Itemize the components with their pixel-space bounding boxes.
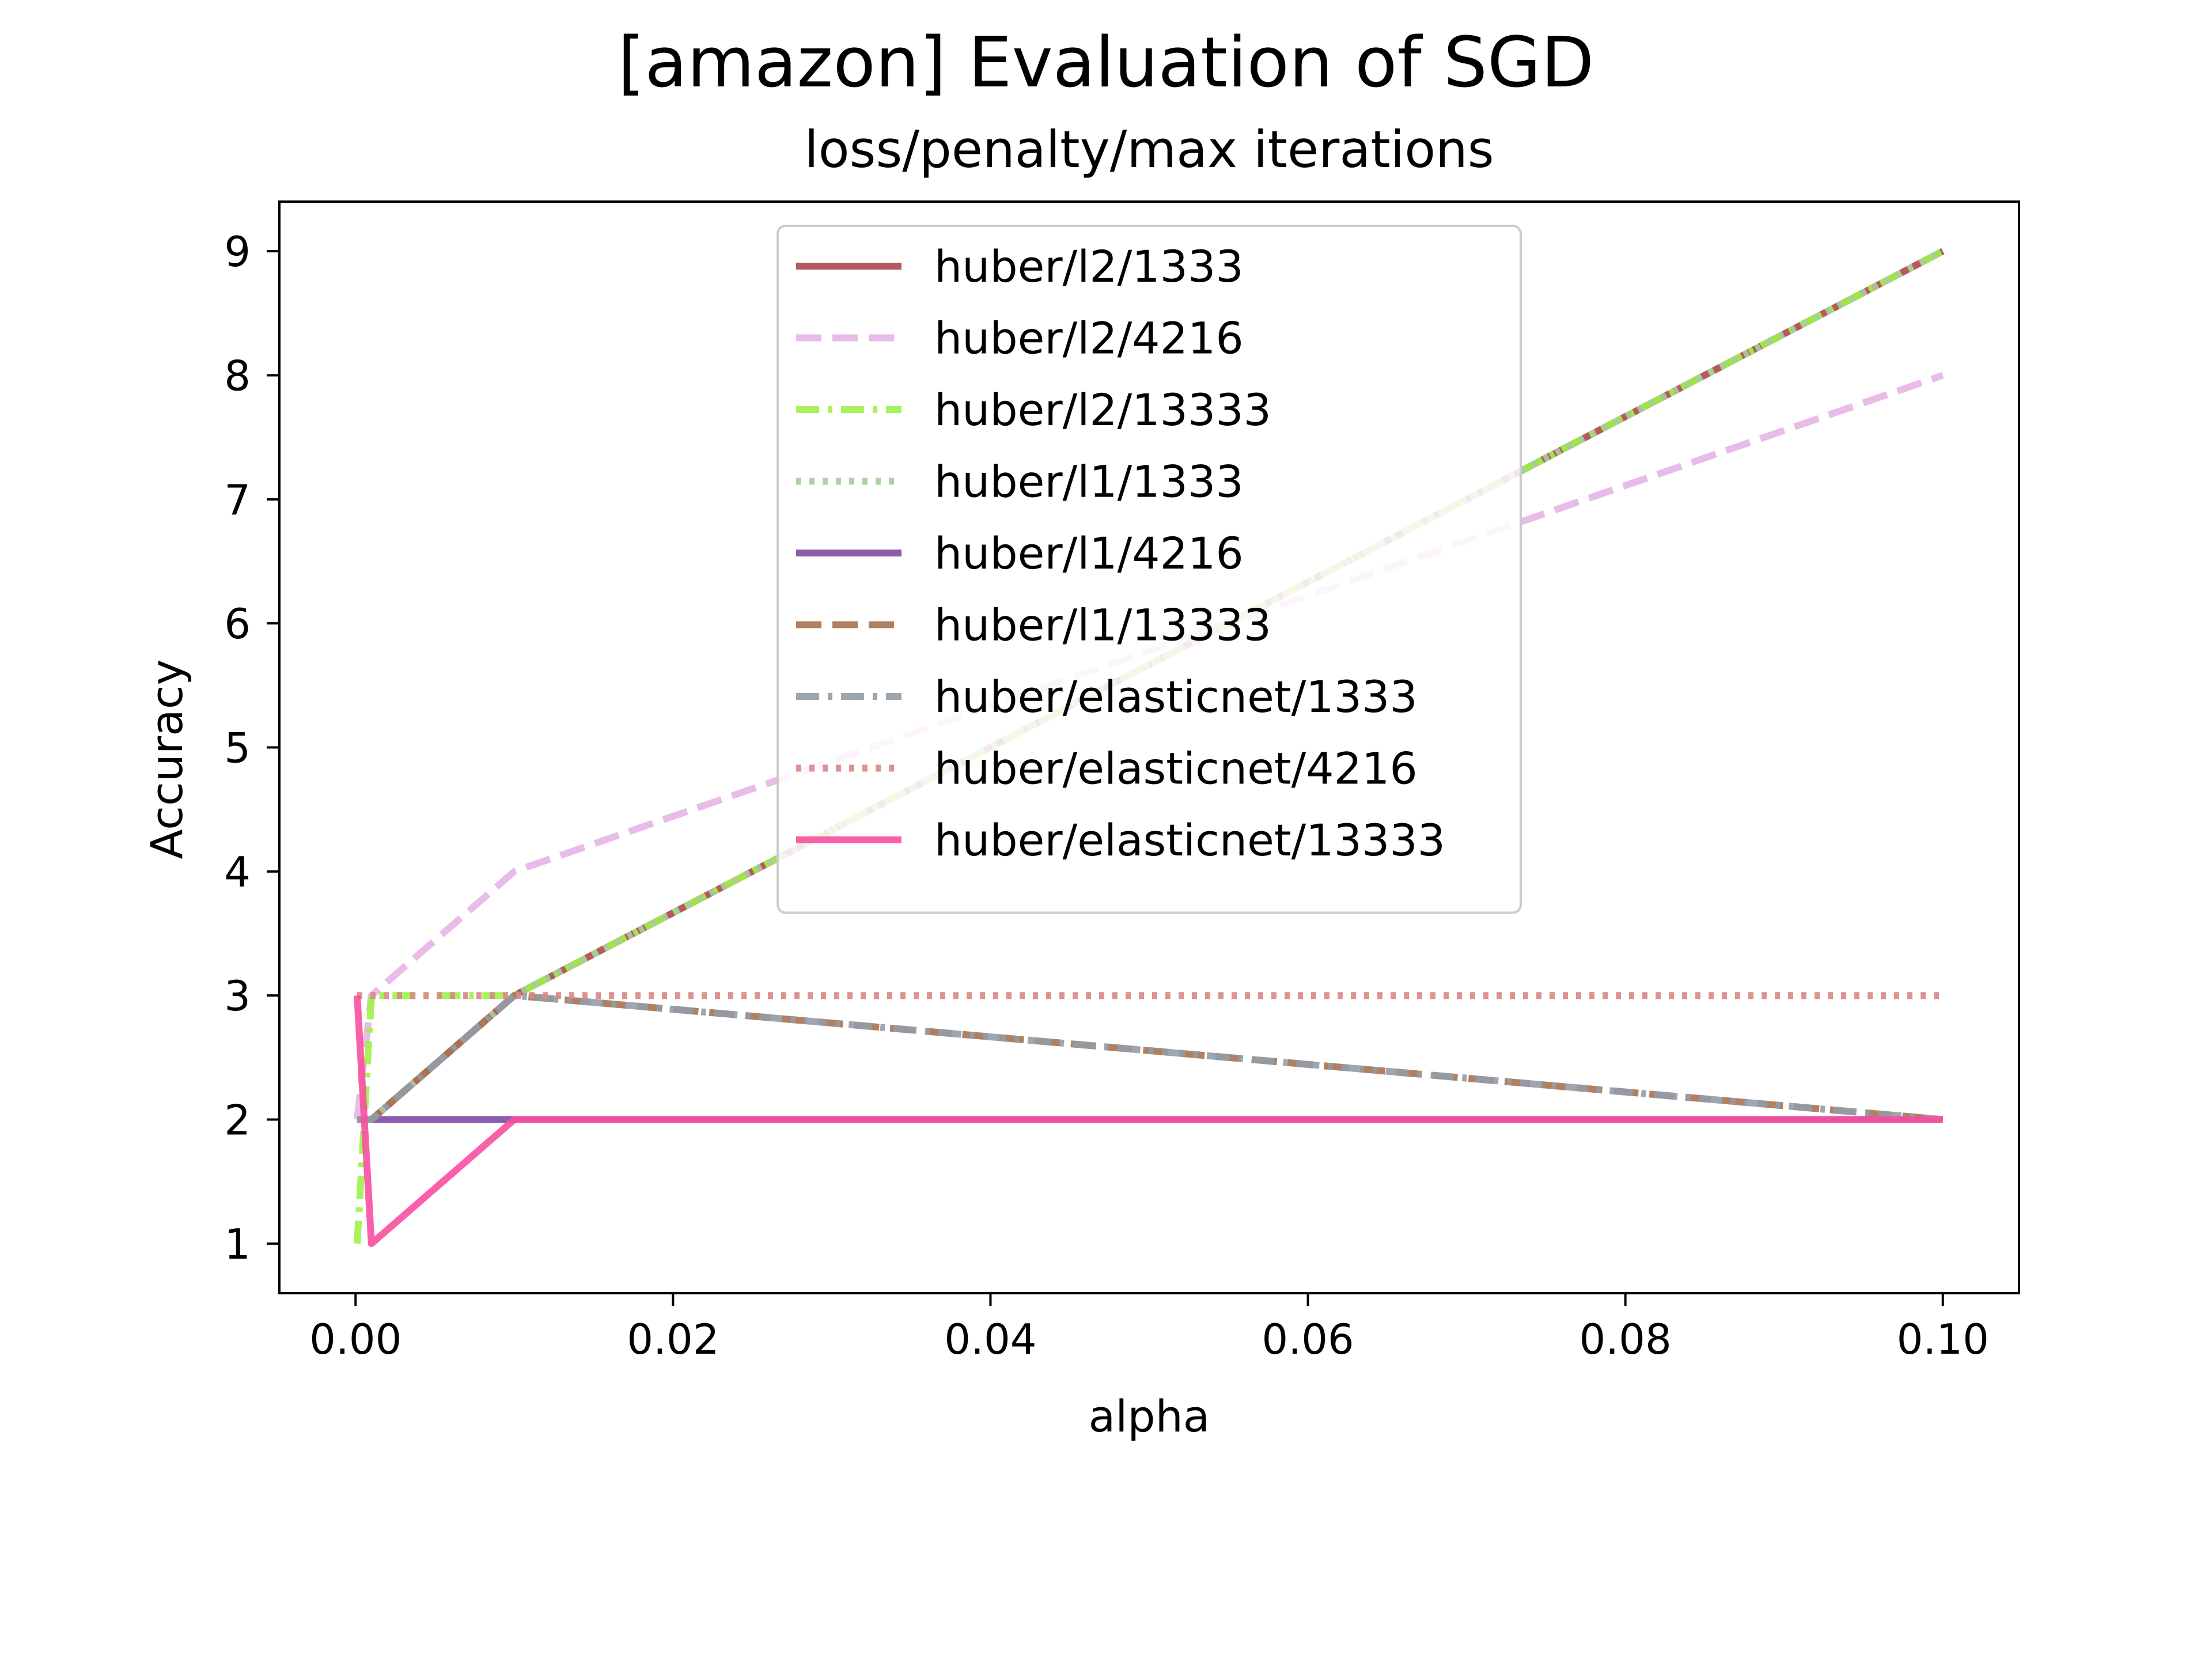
legend-label-5: huber/l1/4216 <box>934 528 1244 579</box>
y-tick-label: 4 <box>224 848 251 896</box>
y-tick-label: 3 <box>224 972 251 1020</box>
x-axis-label: alpha <box>1089 1391 1210 1442</box>
y-tick-label: 9 <box>224 228 251 276</box>
legend-box <box>777 225 1522 914</box>
x-axis: 0.00 0.02 0.04 0.06 0.08 0.10 <box>309 1293 1989 1363</box>
plot-frame <box>278 200 2020 1294</box>
y-tick-label: 2 <box>224 1096 251 1145</box>
y-tick-label: 6 <box>224 600 251 648</box>
legend-label-6: huber/l1/13333 <box>934 600 1271 651</box>
series-line-9 <box>354 995 1943 1247</box>
x-tick-label: 0.10 <box>1897 1315 1989 1363</box>
legend-label-2: huber/l2/4216 <box>934 313 1244 364</box>
legend-label-8: huber/elasticnet/4216 <box>934 743 1418 794</box>
x-tick-label: 0.00 <box>309 1315 402 1363</box>
y-tick-label: 8 <box>224 351 251 400</box>
legend-label-7: huber/elasticnet/1333 <box>934 671 1418 722</box>
x-tick-label: 0.02 <box>627 1315 719 1363</box>
legend-label-1: huber/l2/1333 <box>934 241 1244 292</box>
chart-title: [amazon] Evaluation of SGD <box>618 23 1594 103</box>
x-tick-label: 0.08 <box>1579 1315 1671 1363</box>
legend-label-4: huber/l1/1333 <box>934 456 1244 507</box>
x-tick-label: 0.04 <box>944 1315 1036 1363</box>
y-tick-label: 5 <box>224 724 251 772</box>
y-tick-label: 7 <box>224 476 251 524</box>
legend: huber/l2/1333 huber/l2/4216 huber/l2/13333… <box>777 225 1522 914</box>
legend-label-9: huber/elasticnet/13333 <box>934 815 1445 866</box>
y-axis: 1 2 3 4 5 6 7 8 9 <box>224 228 279 1268</box>
y-axis-label: Accuracy <box>141 660 192 859</box>
chart-subtitle: loss/penalty/max iterations <box>804 120 1494 179</box>
legend-label-3: huber/l2/13333 <box>934 384 1271 435</box>
y-tick-label: 1 <box>224 1220 251 1268</box>
x-tick-label: 0.06 <box>1262 1315 1354 1363</box>
series-line-7 <box>357 992 1944 1123</box>
